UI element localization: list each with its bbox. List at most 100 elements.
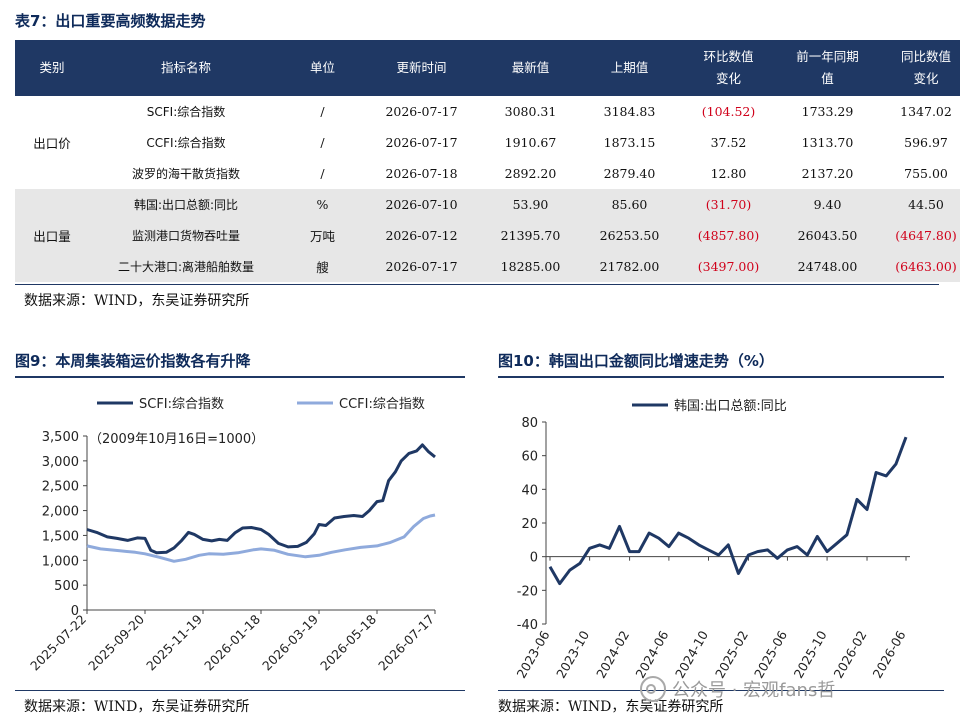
indicator-name-cell: 二十大港口:离港船舶数量 [89, 251, 283, 282]
column-header: 前一年同期值 [778, 40, 877, 96]
table-row: CCFI:综合指数 / 2026-07-17 1910.67 1873.15 37.52 1… [15, 127, 960, 158]
table-row: 出口价 SCFI:综合指数 / 2026-07-17 3080.31 3184.83 (10… [15, 96, 960, 151]
x-tick-label: 2024-02 [593, 628, 632, 681]
yoy-change-cell: 596.97 [904, 135, 948, 150]
year-ago-value-cell: 24748.00 [778, 251, 877, 282]
series-line [548, 436, 908, 586]
previous-value-cell: 2879.40 [603, 166, 656, 181]
x-tick-label: 2026-01-18 [201, 611, 263, 673]
table-row: 出口量 韩国:出口总额:同比% 2026-07-10 53.90 85.60 (31.70… [15, 189, 960, 282]
unit-cell: / [320, 104, 325, 119]
watermark: 公众号 · 宏观fans哲 [640, 676, 835, 702]
y-tick-label: -20 [517, 584, 538, 599]
x-tick-label: 2026-07-17 [375, 612, 437, 674]
y-tick-label: 500 [54, 579, 79, 594]
mom-change-cell: (4857.80) [679, 220, 778, 251]
yoy-change-cell: 1347.02 [900, 104, 952, 119]
indicator-name-cell: SCFI:综合指数 [146, 105, 226, 119]
indicator-name-cell: 监测港口货物吞吐量 [89, 220, 283, 251]
x-tick-label: 2026-03-19 [259, 611, 321, 673]
y-tick-label: 2,500 [42, 480, 79, 495]
fig9-chart: SCFI:综合指数 CCFI:综合指数 （2009年10月16日=1000） 0 500… [27, 397, 437, 674]
table-row: 二十大港口:离港船舶数量艘 2026-07-17 18285.00 21782.00(… [15, 251, 960, 282]
fig9-source: 数据来源：WIND，东吴证券研究所 [24, 699, 250, 715]
update-date-cell: 2026-07-18 [385, 166, 458, 181]
fig10-bottom-rule [498, 690, 944, 691]
legend-label: CCFI:综合指数 [339, 397, 425, 412]
latest-value-cell: 1910.67 [504, 135, 557, 150]
x-tick-label: 2025-09-20 [85, 611, 147, 673]
column-header: 环比数值 变化 [679, 40, 778, 96]
column-header: 单位 [283, 40, 362, 96]
x-tick-label: 2025-10 [791, 628, 830, 681]
y-tick-label: 80 [521, 416, 538, 431]
previous-value-cell: 85.60 [580, 189, 679, 220]
y-tick-label: 40 [521, 483, 538, 498]
x-tick-label: 2026-05-18 [317, 611, 379, 673]
yoy-change-cell: 44.50 [877, 189, 960, 220]
table-row: 波罗的海干散货指数 / 2026-07-18 2892.20 2879.40 12.80 2… [15, 158, 960, 189]
x-tick-label: 2023-06 [513, 628, 552, 681]
year-ago-value-cell: 1313.70 [801, 135, 854, 150]
y-tick-label: 2,000 [42, 505, 79, 520]
indicator-name-cell: 波罗的海干散货指数 [131, 167, 240, 181]
previous-value-cell: 26253.50 [580, 220, 679, 251]
unit-cell: / [320, 135, 325, 150]
table-header-row: 类别 指标名称 单位 更新时间 最新值 上期值 环比数值 变化 前一年同期值同比数值 变化 [15, 40, 960, 96]
fig9-top-rule [15, 376, 465, 378]
latest-value-cell: 2892.20 [504, 166, 557, 181]
column-header: 类别 [15, 40, 89, 96]
fig9-bottom-rule [15, 690, 465, 691]
export-data-table: 类别 指标名称 单位 更新时间 最新值 上期值 环比数值 变化 前一年同期值同比数值 变化 出口价… [15, 40, 960, 282]
y-tick-label: 3,000 [42, 455, 79, 470]
y-tick-label: 1,500 [42, 529, 79, 544]
x-tick-label: 2023-10 [553, 628, 592, 681]
update-date-cell: 2026-07-17 [362, 251, 481, 282]
column-header: 最新值 [481, 40, 580, 96]
latest-value-cell: 21395.70 [481, 220, 580, 251]
mom-change-cell: (31.70) [679, 189, 778, 220]
y-tick-label: 0 [530, 551, 538, 566]
mom-change-cell: (104.52) [701, 104, 756, 119]
x-tick-label: 2025-07-22 [27, 612, 89, 674]
watermark-text: 公众号 · 宏观fans哲 [672, 680, 836, 701]
yoy-change-cell: (4647.80) [877, 220, 960, 251]
unit-cell: 艘 [283, 251, 362, 282]
indicator-name-cell: 韩国:出口总额:同比 [89, 189, 283, 220]
update-date-cell: 2026-07-17 [385, 135, 458, 150]
update-date-cell: 2026-07-17 [385, 104, 458, 119]
latest-value-cell: 18285.00 [481, 251, 580, 282]
legend-label: SCFI:综合指数 [139, 397, 224, 412]
previous-value-cell: 1873.15 [603, 135, 656, 150]
mom-change-cell: 12.80 [710, 166, 747, 181]
column-header: 同比数值 变化 [877, 40, 960, 96]
category-cell: 出口量 [15, 189, 89, 282]
column-header: 更新时间 [362, 40, 481, 96]
previous-value-cell: 3184.83 [603, 104, 656, 119]
x-tick-label: 2026-02 [831, 628, 870, 681]
series-line [86, 513, 436, 563]
y-tick-label: 60 [521, 450, 538, 465]
year-ago-value-cell: 9.40 [778, 189, 877, 220]
column-header: 指标名称 [89, 40, 283, 96]
x-tick-label: 2024-06 [632, 628, 671, 681]
category-cell: 出口价 [33, 136, 71, 151]
fig10-title: 图10：韩国出口金额同比增速走势（%） [498, 352, 774, 370]
wechat-logo-icon [640, 676, 666, 702]
fig10-top-rule [498, 376, 944, 378]
yoy-change-cell: 755.00 [904, 166, 948, 181]
x-tick-label: 2025-06 [751, 628, 790, 681]
latest-value-cell: 53.90 [481, 189, 580, 220]
table7-title: 表7：出口重要高频数据走势 [15, 12, 206, 30]
y-tick-label: 1,000 [42, 554, 79, 569]
table-row: 监测港口货物吞吐量 万吨 2026-07-12 21395.70 26253.50 (48… [15, 220, 960, 251]
indicator-name-cell: CCFI:综合指数 [146, 136, 226, 150]
year-ago-value-cell: 26043.50 [778, 220, 877, 251]
table-bottom-rule [15, 284, 939, 285]
previous-value-cell: 21782.00 [580, 251, 679, 282]
legend-label: 韩国:出口总额:同比 [674, 399, 787, 414]
series-line [86, 443, 436, 555]
update-date-cell: 2026-07-10 [362, 189, 481, 220]
unit-cell: % [283, 189, 362, 220]
